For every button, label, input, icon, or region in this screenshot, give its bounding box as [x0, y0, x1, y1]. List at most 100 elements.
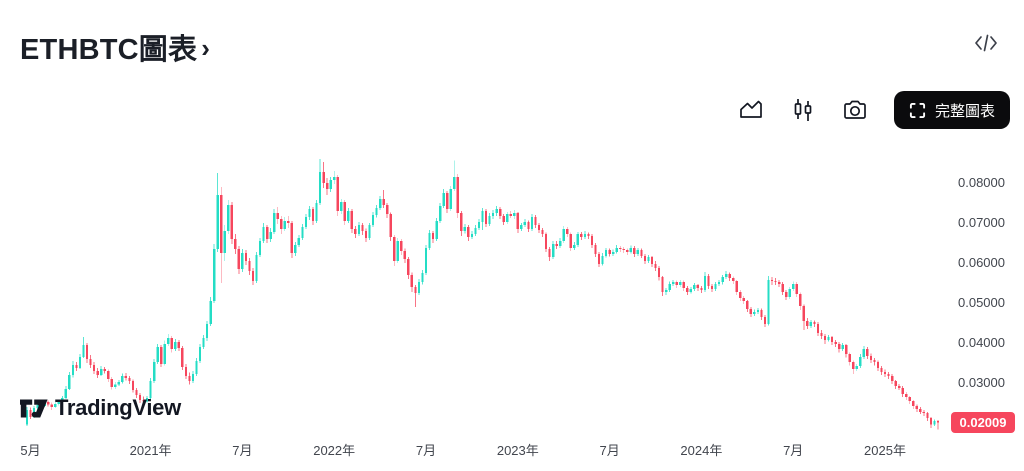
tradingview-attribution-link[interactable]: TradingView	[20, 394, 181, 422]
candle-body-up	[495, 209, 498, 213]
candle-body-up	[721, 277, 724, 283]
candle-body-up	[717, 282, 721, 284]
candle-body-down	[244, 253, 248, 261]
candle-body-up	[453, 177, 456, 189]
full-chart-button-label: 完整圖表	[934, 102, 995, 120]
candle-body-down	[749, 309, 753, 315]
last-price-badge: 0.02009	[951, 412, 1015, 434]
candle-body-down	[50, 404, 53, 407]
area-chart-icon[interactable]	[738, 97, 764, 123]
candle-body-down	[544, 234, 548, 249]
candle-body-down	[898, 386, 901, 388]
candle-body-down	[92, 365, 96, 371]
fullscreen-icon	[909, 102, 926, 118]
price-tick-label: 0.03000	[958, 375, 1005, 390]
candle-body-up	[216, 195, 219, 249]
candle-body-up	[61, 398, 64, 403]
candle-body-up	[647, 257, 650, 261]
code-icon[interactable]	[974, 32, 998, 54]
candle-body-down	[619, 247, 622, 249]
candle-body-up	[530, 217, 534, 229]
candle-body-up	[205, 323, 209, 339]
candle-body-up	[428, 233, 431, 248]
candle-body-up	[417, 282, 421, 293]
candle-body-down	[234, 239, 237, 249]
candle-body-up	[551, 243, 555, 257]
candle-body-down	[785, 291, 788, 297]
candle-body-down	[869, 355, 873, 360]
candle-body-down	[499, 209, 502, 216]
full-chart-button[interactable]: 完整圖表	[893, 91, 1010, 129]
symbol-chart-title: ETHBTC圖表	[20, 34, 198, 66]
candle-body-up	[195, 361, 198, 375]
candle-body-down	[640, 250, 643, 256]
candle-body-down	[322, 171, 325, 183]
candle-body-up	[435, 221, 438, 239]
candle-body-up	[933, 421, 936, 425]
candlestick-icon[interactable]	[790, 97, 816, 123]
candle-body-up	[788, 289, 791, 297]
candle-body-down	[484, 211, 488, 224]
candle-body-down	[400, 241, 403, 251]
candle-body-down	[700, 287, 703, 291]
last-price-value: 0.02009	[959, 415, 1007, 431]
candle-body-up	[604, 250, 608, 256]
candle-body-down	[675, 282, 678, 285]
candle-body-up	[156, 347, 159, 363]
time-tick-label: 2023年	[496, 443, 539, 458]
candle-body-up	[378, 199, 382, 208]
candle-body-down	[650, 257, 654, 264]
candle-body-up	[679, 282, 682, 285]
candle-body-down	[555, 243, 558, 247]
candle-body-down	[467, 227, 470, 237]
candle-body-up	[424, 247, 428, 273]
candle-body-up	[71, 365, 75, 375]
candle-body-down	[873, 359, 876, 363]
candle-body-down	[746, 301, 749, 309]
candle-body-down	[915, 406, 918, 409]
candle-body-up	[827, 337, 830, 340]
candle-wick	[414, 285, 416, 307]
candle-body-up	[371, 215, 375, 225]
candle-body-up	[438, 206, 442, 221]
candle-body-down	[251, 271, 255, 281]
candle-body-up	[636, 250, 640, 255]
candle-body-down	[834, 342, 837, 344]
candle-body-down	[795, 283, 798, 295]
page-title[interactable]: ETHBTC圖表 ›	[20, 26, 210, 68]
candle-body-up	[269, 231, 272, 239]
candle-body-down	[806, 321, 809, 327]
candle-body-down	[414, 287, 417, 293]
candle-body-down	[777, 282, 781, 284]
candle-body-up	[255, 255, 258, 281]
candle-body-up	[174, 342, 177, 349]
candle-body-up	[421, 273, 424, 283]
candle-body-down	[311, 209, 315, 221]
candle-body-down	[96, 371, 99, 375]
candle-body-down	[280, 219, 283, 229]
candle-body-down	[265, 227, 269, 239]
candle-body-down	[361, 225, 364, 231]
candle-wick	[937, 420, 939, 430]
candle-body-down	[456, 177, 459, 213]
tradingview-brand-text: TradingView	[55, 395, 181, 420]
candle-body-down	[128, 378, 131, 381]
candle-body-down	[883, 371, 887, 375]
candle-body-up	[753, 311, 756, 315]
candle-body-up	[724, 274, 728, 277]
price-tick-label: 0.07000	[958, 215, 1005, 230]
candle-body-down	[248, 261, 251, 271]
chevron-right-icon: ›	[201, 32, 211, 63]
candle-body-down	[325, 183, 329, 189]
candle-body-up	[368, 225, 371, 239]
candle-body-up	[809, 322, 813, 327]
candle-body-up	[202, 338, 205, 347]
candle-body-up	[333, 177, 336, 180]
time-tick-label: 2024年	[680, 443, 723, 458]
candle-body-down	[350, 211, 353, 229]
candle-body-up	[114, 384, 117, 387]
candle-body-up	[491, 213, 495, 216]
camera-icon[interactable]	[842, 97, 868, 123]
time-tick-label: 7月	[415, 443, 437, 458]
